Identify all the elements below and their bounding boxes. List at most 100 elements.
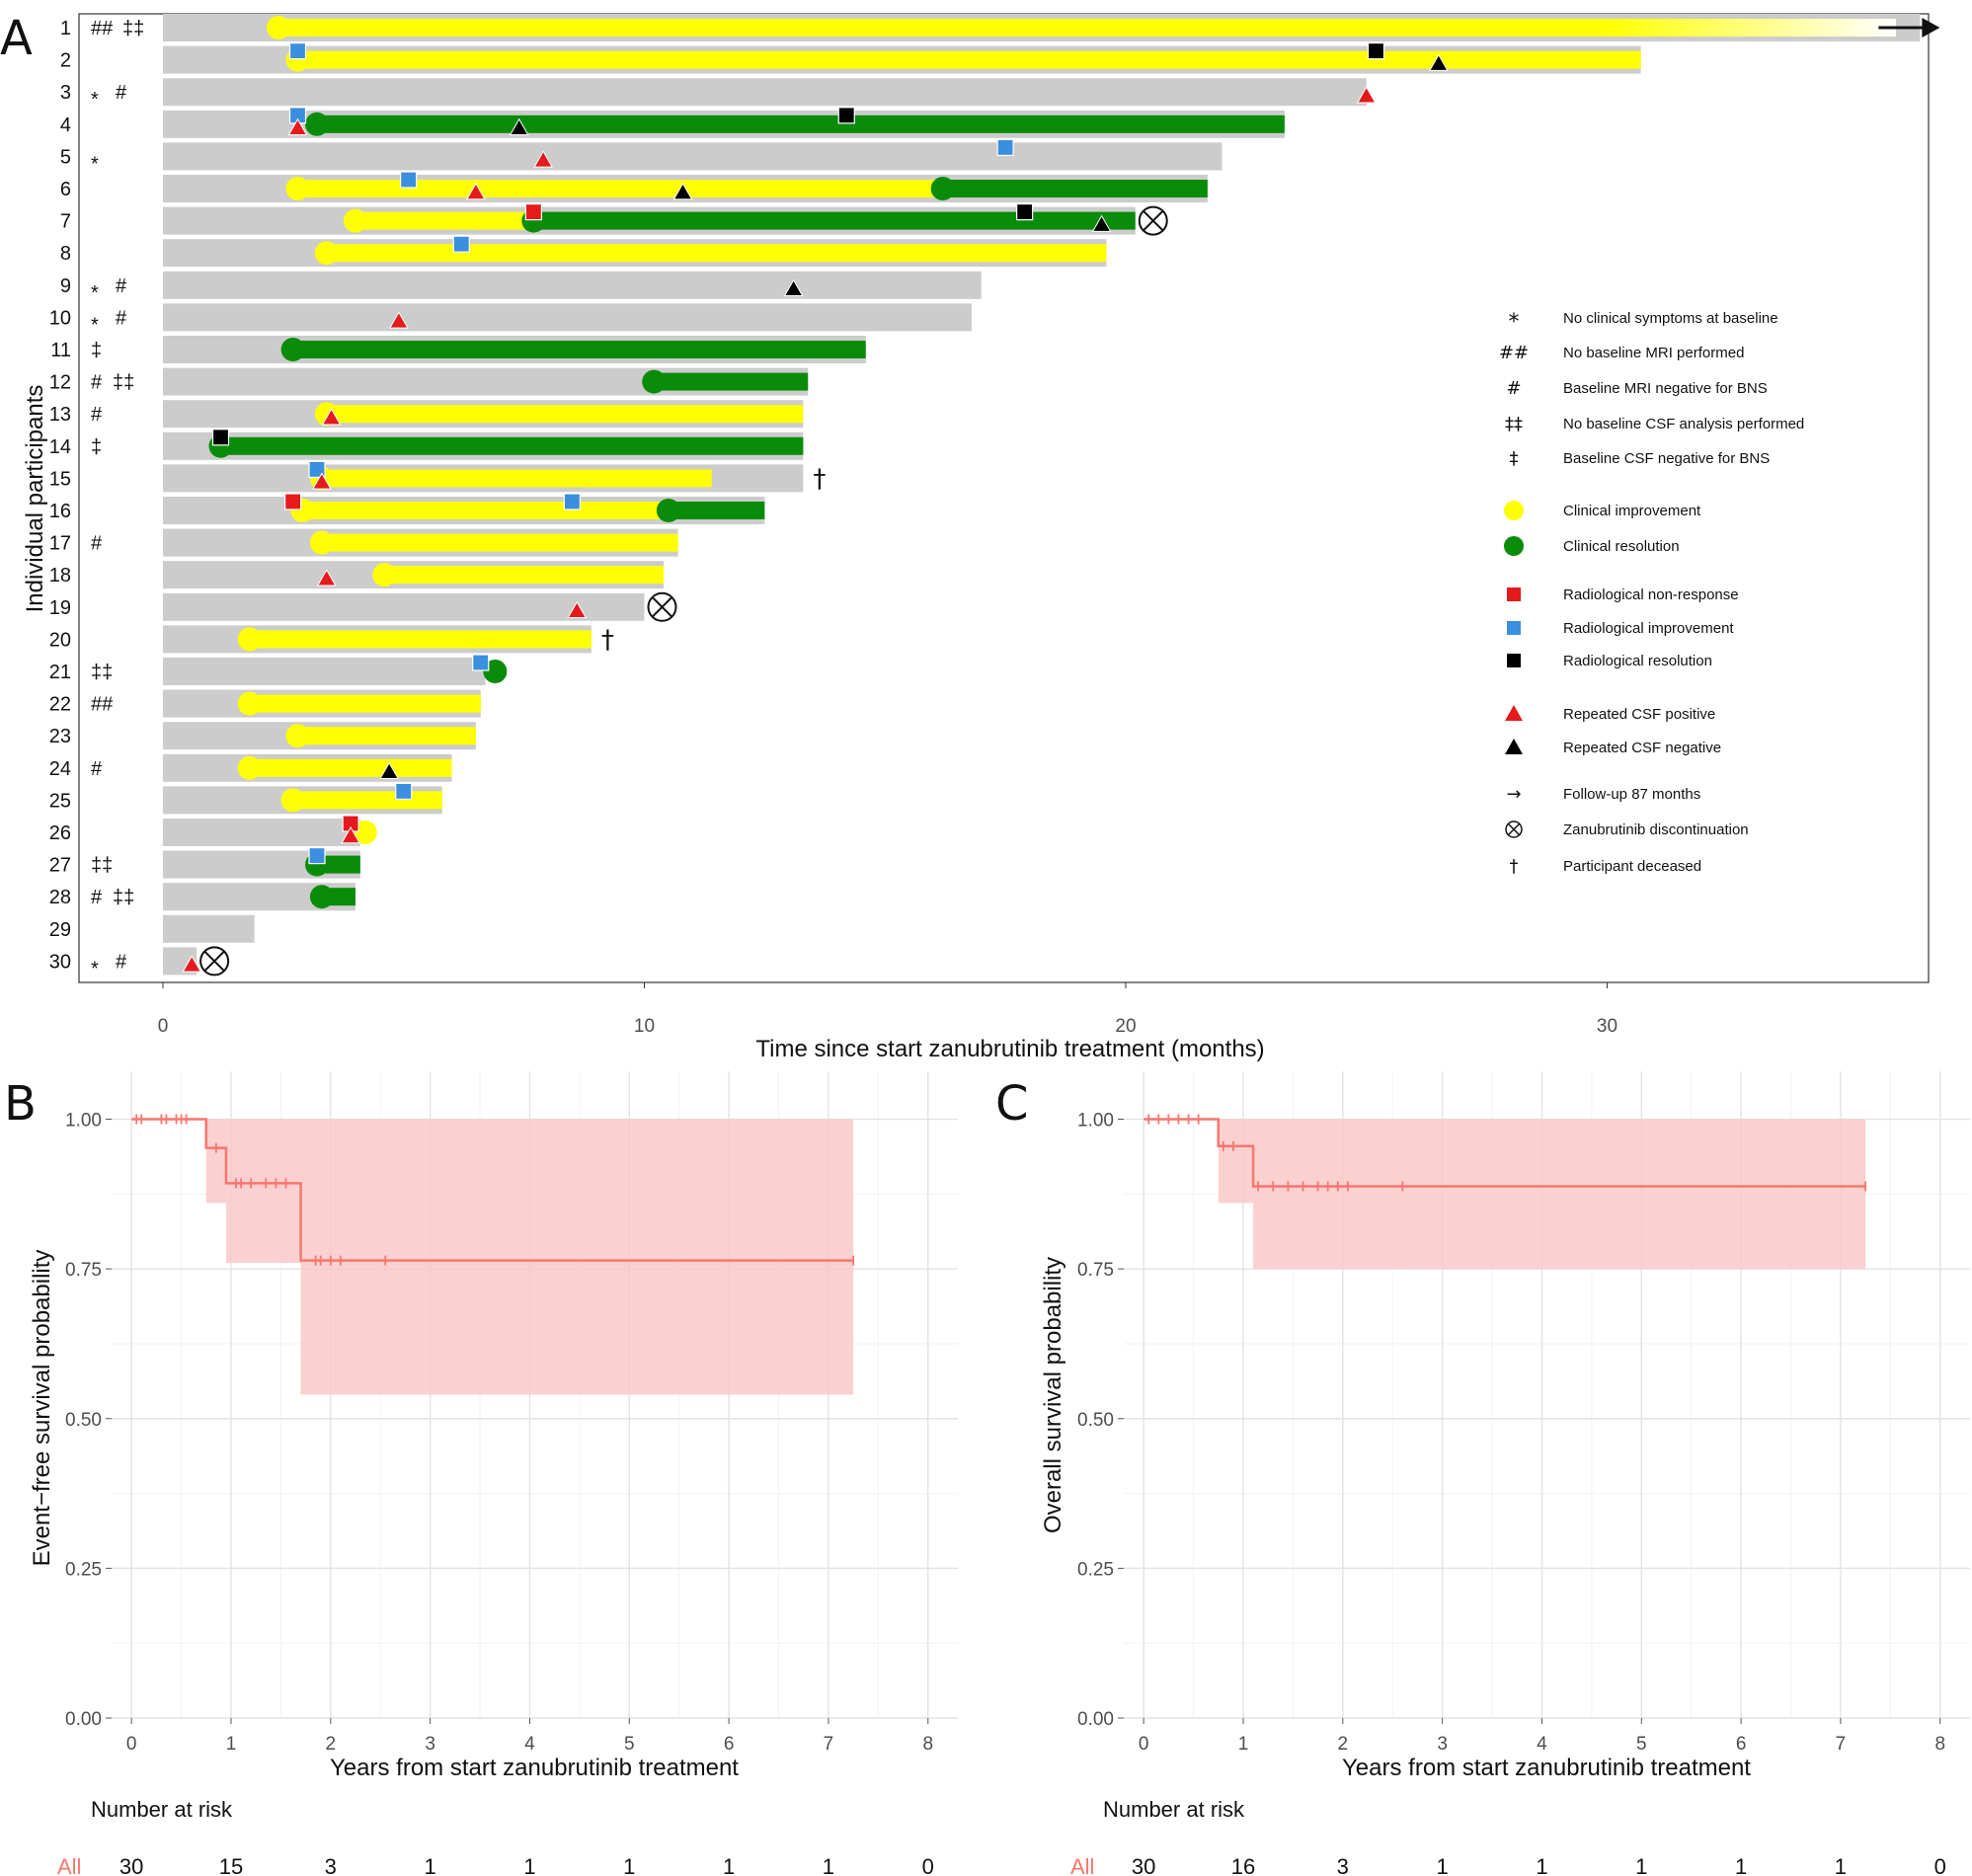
baseline-flag: * — [91, 958, 99, 979]
legend-symbol: # — [1506, 378, 1521, 399]
efs-plot-area: 0.00 0.25 0.50 0.75 1.00 0 1 2 3 4 5 6 7 8 — [65, 1071, 958, 1755]
legend-symbol: † — [1510, 856, 1519, 877]
legend-symbol — [1507, 587, 1521, 601]
discontinuation-cross — [651, 596, 673, 618]
resolution-segment — [654, 372, 809, 391]
risk-count: 1 — [523, 1854, 535, 1876]
swimmer-legend: * No clinical symptoms at baseline ## No ba… — [1499, 310, 1804, 877]
y-tick-label: 0.50 — [1077, 1410, 1114, 1431]
radiological-resolution-marker — [1016, 203, 1034, 221]
resolution-segment — [292, 341, 866, 358]
baseline-flag: # — [116, 82, 127, 104]
participant-row — [163, 689, 481, 718]
participant-row — [163, 883, 355, 911]
clinical-improvement-marker — [309, 530, 334, 555]
legend-symbol: * — [1509, 310, 1520, 335]
resolution-segment — [942, 180, 1208, 197]
participant-row — [163, 753, 452, 782]
risk-count: 3 — [325, 1854, 337, 1876]
risk-count: 1 — [1835, 1854, 1847, 1876]
baseline-flag: ## — [91, 694, 114, 716]
csf-negative-marker — [672, 182, 693, 200]
participant-id-label: 29 — [49, 919, 71, 941]
csf-positive-marker — [341, 825, 360, 844]
confidence-band — [131, 1119, 854, 1395]
participant-row — [163, 271, 982, 299]
risk-count: 1 — [623, 1854, 635, 1876]
baseline-flag: * — [91, 314, 99, 336]
participant-row — [163, 528, 678, 557]
os-x-axis-title: Years from start zanubrutinib treatment — [1342, 1755, 1751, 1781]
discontinuation-cross — [203, 950, 225, 973]
clinical-improvement-marker — [237, 691, 262, 716]
x-tick-label: 8 — [1934, 1734, 1945, 1755]
clinical-resolution-marker — [656, 499, 680, 522]
participant-id-label: 22 — [49, 694, 71, 716]
participant-id-label: 23 — [49, 726, 71, 747]
radiological-nonresponse-marker — [284, 493, 302, 510]
legend-symbol: ‡ — [1510, 448, 1519, 469]
improvement-segment — [297, 727, 476, 745]
csf-negative-marker — [783, 278, 804, 297]
participant-row — [163, 561, 664, 589]
participant-row — [163, 14, 1940, 41]
improvement-segment — [249, 630, 592, 649]
improvement-segment — [321, 533, 678, 552]
legend-label: Baseline CSF negative for BNS — [1563, 450, 1770, 467]
baseline-flag: ‡‡ — [122, 18, 144, 39]
swimmer-y-axis-title: Individual participants — [22, 385, 48, 613]
resolution-segment — [317, 115, 1285, 133]
x-tick-label: 1 — [226, 1734, 237, 1755]
participant-id-label: 7 — [60, 211, 71, 233]
participant-id-label: 5 — [60, 146, 71, 168]
x-tick-label: 0 — [126, 1734, 137, 1755]
participant-id-label: 30 — [49, 951, 71, 973]
clinical-resolution-marker — [309, 885, 334, 909]
legend-label: No baseline MRI performed — [1563, 345, 1744, 361]
participant-id-label: 10 — [49, 307, 71, 329]
clinical-improvement-marker — [237, 755, 262, 780]
clinical-resolution-marker — [280, 338, 305, 361]
discontinuation-marker — [647, 591, 677, 622]
baseline-flag: # — [91, 404, 103, 426]
y-tick-label: 0.50 — [65, 1410, 102, 1431]
radiological-improvement-marker — [472, 654, 490, 671]
clinical-improvement-marker — [372, 563, 397, 587]
csf-positive-marker — [1356, 86, 1377, 104]
participant-id-label: 16 — [49, 501, 71, 522]
x-tick-label: 0 — [1139, 1734, 1149, 1755]
participant-id-label: 14 — [49, 436, 71, 458]
legend-symbol — [1507, 822, 1521, 836]
baseline-flag: * — [91, 282, 99, 304]
participant-id-label: 12 — [49, 372, 71, 394]
x-tick-label: 5 — [1636, 1734, 1647, 1755]
legend-symbol: → — [1506, 784, 1521, 805]
y-tick-label: 0.25 — [1077, 1559, 1114, 1580]
y-tick-label: 0.25 — [65, 1559, 102, 1580]
participant-row — [163, 914, 255, 943]
overall-survival-panel: 0.00 0.25 0.50 0.75 1.00 0 1 2 3 4 5 6 7 8 Overall su… — [1040, 1071, 1970, 1876]
baseline-flag: # — [116, 951, 127, 973]
os-risk-table-title: Number at risk — [1103, 1797, 1245, 1822]
participant-id-label: 2 — [60, 50, 71, 72]
x-tick-label: 20 — [1115, 1016, 1136, 1037]
legend-symbol — [1507, 654, 1521, 667]
participant-row — [163, 819, 377, 846]
csf-positive-marker — [466, 182, 486, 200]
participant-row — [163, 110, 1285, 138]
participant-row — [163, 239, 1107, 268]
follow-up-arrow-head — [1922, 18, 1940, 38]
improvement-segment — [302, 502, 669, 519]
discontinuation-cross — [1143, 209, 1164, 232]
panel-label-c: C — [995, 1076, 1029, 1132]
x-tick-label: 3 — [425, 1734, 435, 1755]
csf-negative-marker — [509, 117, 529, 136]
participant-id-label: 24 — [49, 758, 71, 780]
radiological-resolution-marker — [1367, 41, 1385, 60]
legend-symbol — [1507, 621, 1521, 635]
follow-up-bar — [163, 658, 486, 685]
clinical-resolution-marker — [305, 112, 329, 136]
participant-row — [163, 142, 1223, 171]
clinical-improvement-marker — [237, 627, 262, 652]
participant-id-label: 28 — [49, 887, 71, 908]
